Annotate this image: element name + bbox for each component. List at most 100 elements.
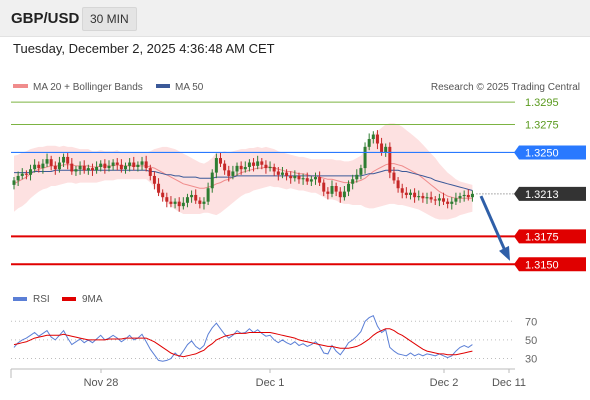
candle-body — [198, 200, 202, 204]
candle-body — [425, 197, 429, 199]
candle-body — [280, 172, 284, 175]
candle — [157, 178, 161, 197]
candle — [136, 161, 140, 172]
candle — [359, 164, 363, 180]
candle — [347, 180, 351, 197]
candle-body — [161, 192, 165, 198]
candle-body — [33, 164, 37, 170]
candle — [309, 175, 313, 186]
candle-body — [313, 177, 317, 180]
candle — [367, 133, 371, 151]
candle — [119, 159, 123, 173]
candle-body — [371, 134, 375, 140]
candle-body — [107, 165, 111, 169]
candle-body — [12, 180, 16, 185]
candle-body — [330, 186, 334, 194]
candle — [462, 190, 466, 202]
candle — [33, 159, 37, 173]
candle-body — [392, 172, 396, 181]
candle-body — [74, 169, 78, 172]
candle — [396, 177, 400, 193]
support-level-tag — [514, 229, 586, 244]
candle — [433, 196, 437, 206]
candle — [41, 159, 45, 174]
candle — [417, 190, 421, 201]
bollinger-band — [14, 123, 473, 220]
candle — [70, 158, 74, 175]
candle-body — [322, 182, 326, 192]
candle-body — [351, 179, 355, 184]
forecast-arrow-shaft — [479, 195, 508, 254]
candle — [173, 198, 177, 209]
candle — [322, 179, 326, 197]
candle — [198, 197, 202, 209]
candle — [235, 162, 239, 176]
candle-body — [264, 164, 268, 169]
candle-body — [124, 165, 128, 170]
candle-body — [252, 162, 256, 166]
candle-body — [103, 163, 107, 169]
candle-body — [49, 159, 53, 166]
rsi-tick-label: 70 — [525, 316, 537, 328]
candle-body — [157, 183, 161, 193]
candle — [301, 173, 305, 185]
candle — [148, 164, 152, 181]
candle-body — [285, 172, 289, 176]
candle-body — [185, 197, 189, 203]
candle — [264, 160, 268, 174]
candle — [388, 142, 392, 179]
candle — [177, 197, 181, 212]
candle — [326, 187, 330, 200]
candle-body — [148, 168, 152, 176]
resistance-level-tag — [514, 145, 586, 160]
candle-body — [429, 197, 433, 200]
candle — [210, 169, 214, 193]
ma20-legend-swatch — [13, 84, 28, 88]
candle — [466, 189, 470, 201]
ma20-line — [13, 163, 473, 199]
candle — [66, 152, 70, 170]
current-price-tag — [514, 186, 586, 201]
candle-body — [256, 161, 260, 166]
candle — [140, 156, 144, 171]
candle — [355, 169, 359, 183]
candle — [404, 187, 408, 199]
candle — [429, 191, 433, 203]
candle-body — [276, 171, 280, 175]
candle-body — [247, 162, 251, 167]
candle-body — [177, 201, 181, 207]
ma20-legend-label: MA 20 + Bollinger Bands — [33, 82, 143, 93]
candle-body — [169, 201, 173, 204]
rsi-legend-swatch — [13, 297, 27, 301]
candle-body — [136, 164, 140, 167]
candle-body — [421, 196, 425, 199]
candle — [268, 161, 272, 172]
candle — [260, 158, 264, 170]
candle — [20, 168, 24, 180]
forecast-arrow-layer — [479, 195, 510, 261]
forecast-arrow-head — [499, 245, 510, 261]
candle — [115, 158, 119, 171]
candle-body — [388, 146, 392, 173]
candle-body — [458, 196, 462, 199]
candle-body — [53, 165, 57, 170]
candle-body — [194, 194, 198, 201]
candle-body — [219, 158, 222, 164]
candle-body — [380, 143, 384, 153]
candle — [252, 158, 256, 172]
rsi-panel: 70 50 30 — [11, 315, 537, 366]
candle-body — [442, 198, 446, 202]
candle — [272, 163, 276, 176]
candle — [256, 155, 260, 170]
candle-body — [62, 156, 66, 163]
price-level-layer: 1.3295 1.3275 1.3250 1.3213 1.3175 1.3150 — [11, 97, 586, 272]
candle — [152, 171, 156, 190]
candle — [392, 166, 396, 184]
candle — [450, 197, 454, 210]
timeframe-badge[interactable]: 30 MIN — [82, 7, 137, 31]
candle — [78, 161, 82, 175]
candle-body — [70, 163, 74, 172]
candle — [53, 161, 57, 175]
candle — [16, 171, 20, 186]
